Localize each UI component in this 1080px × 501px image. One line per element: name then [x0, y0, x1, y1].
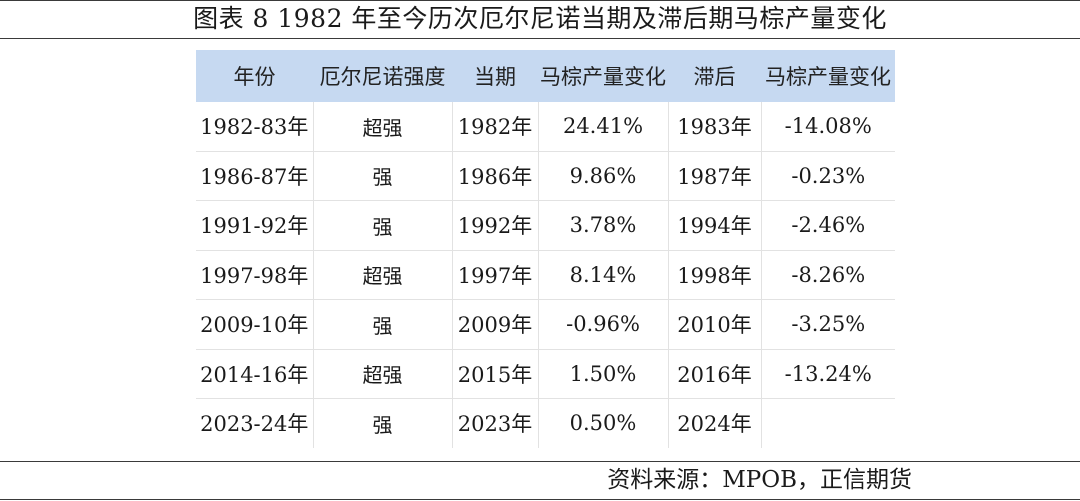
cell-intensity: 强 [313, 151, 453, 201]
cell-lag-change: -8.26% [761, 250, 895, 300]
cell-lag-change: -3.25% [761, 299, 895, 350]
table-bottom-rule [0, 461, 1080, 462]
table-row: 1986-87年 强 1986年 9.86% 1987年 -0.23% [196, 151, 895, 201]
cell-lag-year: 2010年 [668, 299, 762, 350]
cell-current-change: 8.14% [538, 250, 669, 300]
cell-intensity: 超强 [313, 250, 453, 300]
cell-current-change: 9.86% [538, 151, 669, 201]
header-year: 年份 [196, 50, 313, 102]
top-rule [0, 0, 1080, 1]
cell-lag-change: -14.08% [761, 102, 895, 152]
cell-lag-year: 1987年 [668, 151, 762, 201]
header-lag-period: 滞后 [668, 50, 761, 102]
header-current-period: 当期 [452, 50, 538, 102]
cell-lag-year: 1994年 [668, 200, 762, 251]
cell-current-year: 1997年 [452, 250, 539, 300]
cell-current-year: 1992年 [452, 200, 539, 251]
cell-intensity: 强 [313, 299, 453, 350]
table-row: 1991-92年 强 1992年 3.78% 1994年 -2.46% [196, 200, 895, 251]
header-elnino-intensity: 厄尔尼诺强度 [313, 50, 452, 102]
figure-title: 图表 8 1982 年至今历次厄尔尼诺当期及滞后期马棕产量变化 [193, 4, 887, 33]
header-current-output-change: 马棕产量变化 [538, 50, 668, 102]
cell-intensity: 强 [313, 398, 453, 448]
cell-intensity: 强 [313, 200, 453, 251]
header-lag-output-change: 马棕产量变化 [761, 50, 895, 102]
cell-current-change: 3.78% [538, 200, 669, 251]
title-rule [0, 38, 1080, 39]
cell-year: 1991-92年 [196, 200, 314, 251]
cell-lag-change: -0.23% [761, 151, 895, 201]
cell-current-change: 0.50% [538, 398, 669, 448]
cell-year: 1986-87年 [196, 151, 314, 201]
table-row: 2014-16年 超强 2015年 1.50% 2016年 -13.24% [196, 349, 895, 399]
cell-lag-change [761, 399, 895, 448]
bottom-rule [0, 499, 1080, 500]
table-row: 1997-98年 超强 1997年 8.14% 1998年 -8.26% [196, 250, 895, 300]
cell-year: 1982-83年 [196, 102, 314, 152]
cell-current-change: -0.96% [538, 299, 669, 350]
cell-current-year: 2009年 [452, 299, 539, 350]
table-header-row: 年份 厄尔尼诺强度 当期 马棕产量变化 滞后 马棕产量变化 [196, 50, 895, 102]
cell-year: 1997-98年 [196, 250, 314, 300]
source-note: 资料来源：MPOB，正信期货 [607, 467, 912, 493]
data-table: 年份 厄尔尼诺强度 当期 马棕产量变化 滞后 马棕产量变化 1982-83年 超… [196, 50, 895, 448]
cell-current-year: 2023年 [452, 398, 539, 448]
cell-lag-change: -13.24% [761, 349, 895, 399]
cell-intensity: 超强 [313, 349, 453, 399]
cell-year: 2023-24年 [196, 398, 314, 448]
cell-lag-year: 2024年 [668, 398, 762, 448]
table-row: 2023-24年 强 2023年 0.50% 2024年 [196, 398, 895, 448]
cell-lag-year: 1983年 [668, 102, 762, 152]
table-row: 1982-83年 超强 1982年 24.41% 1983年 -14.08% [196, 102, 895, 152]
cell-current-year: 2015年 [452, 349, 539, 399]
cell-lag-change: -2.46% [761, 200, 895, 251]
cell-current-change: 24.41% [538, 102, 669, 152]
table-row: 2009-10年 强 2009年 -0.96% 2010年 -3.25% [196, 299, 895, 350]
cell-current-year: 1986年 [452, 151, 539, 201]
cell-year: 2014-16年 [196, 349, 314, 399]
cell-current-year: 1982年 [452, 102, 539, 152]
cell-year: 2009-10年 [196, 299, 314, 350]
cell-lag-year: 2016年 [668, 349, 762, 399]
cell-intensity: 超强 [313, 102, 453, 152]
cell-lag-year: 1998年 [668, 250, 762, 300]
cell-current-change: 1.50% [538, 349, 669, 399]
